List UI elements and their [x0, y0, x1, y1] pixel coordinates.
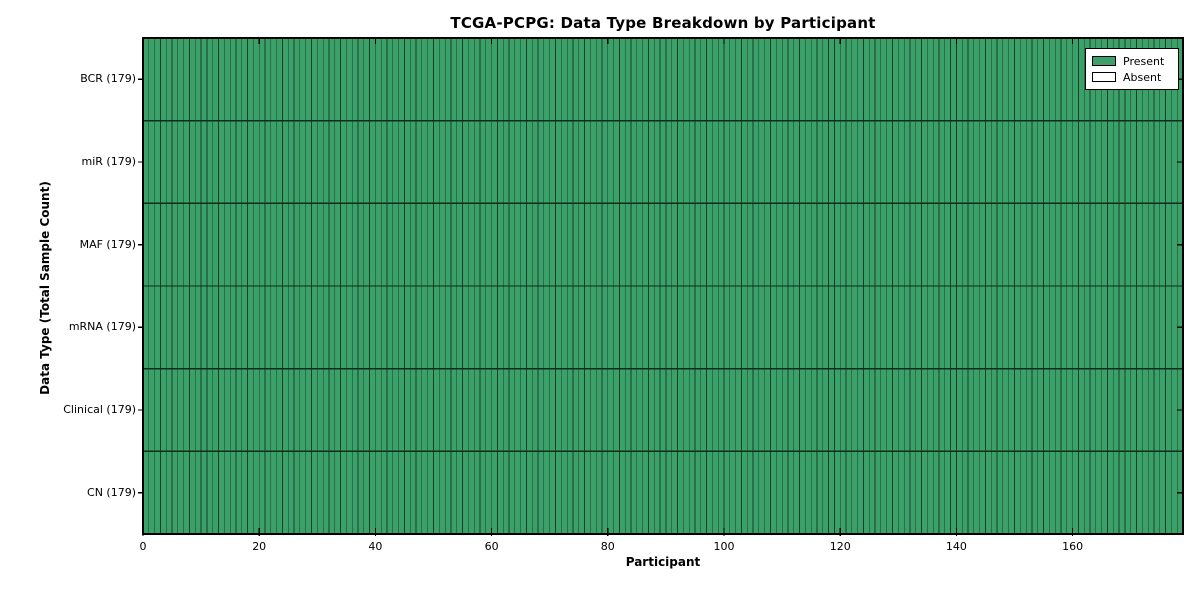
y-tick-label: Clinical (179) — [63, 403, 136, 416]
legend-item-present: Present — [1092, 53, 1172, 69]
x-tick-label: 160 — [1062, 540, 1084, 553]
x-tick-label: 60 — [484, 540, 499, 553]
x-tick-label: 120 — [829, 540, 851, 553]
legend-label-present: Present — [1123, 54, 1165, 68]
y-axis-label: Data Type (Total Sample Count) — [38, 181, 52, 395]
present-swatch-icon — [1092, 56, 1116, 66]
x-tick-label: 20 — [252, 540, 267, 553]
x-tick-label: 40 — [368, 540, 383, 553]
y-tick-label: MAF (179) — [79, 237, 136, 251]
legend: Present Absent — [1085, 48, 1179, 90]
chart-title: TCGA-PCPG: Data Type Breakdown by Partic… — [450, 14, 876, 32]
y-tick-label: mRNA (179) — [68, 320, 136, 334]
y-tick-label: CN (179) — [87, 485, 136, 499]
x-tick-label: 80 — [600, 540, 615, 553]
x-tick-label: 0 — [139, 540, 147, 553]
legend-label-absent: Absent — [1123, 70, 1162, 84]
x-tick-label: 100 — [713, 540, 735, 553]
legend-item-absent: Absent — [1092, 69, 1172, 85]
x-tick-label: 140 — [945, 540, 967, 553]
absent-swatch-icon — [1092, 72, 1116, 82]
y-tick-label: miR (179) — [81, 155, 137, 168]
x-axis-label: Participant — [625, 555, 701, 569]
y-tick-label: BCR (179) — [80, 72, 136, 86]
